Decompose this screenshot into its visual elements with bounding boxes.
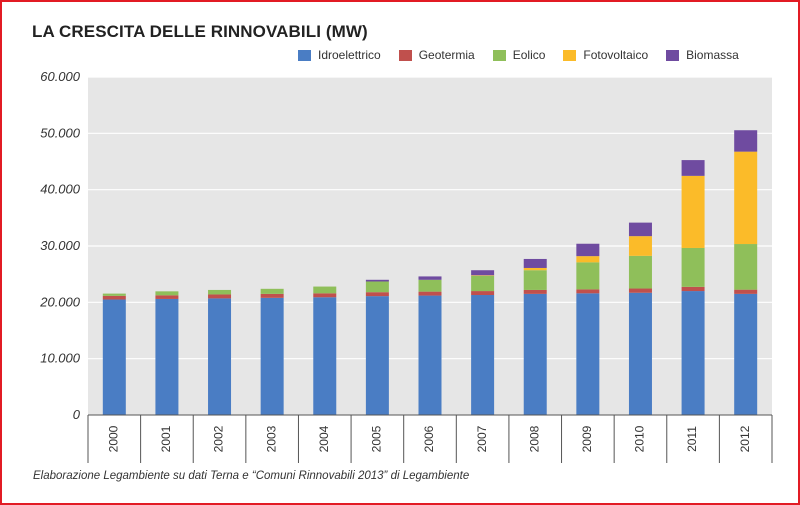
x-tick-label-2011: 2011 (685, 426, 699, 452)
legend-swatch-geotermia (398, 49, 412, 61)
bar-idroelettrico-2010 (628, 292, 652, 415)
x-tick-label-2005: 2005 (370, 425, 384, 452)
y-tick-label: 20.000 (39, 294, 81, 309)
x-tick-label-2012: 2012 (738, 425, 752, 452)
legend-item-biomassa: Biomassa (666, 48, 739, 62)
legend-swatch-idroelettrico (298, 49, 311, 61)
bar-geotermia-2002 (208, 294, 232, 299)
bar-biomassa-2011 (681, 160, 705, 176)
bar-idroelettrico-2005 (365, 296, 389, 415)
bar-fotovoltaico-2009 (576, 256, 600, 263)
bar-eolico-2008 (523, 270, 547, 290)
bar-idroelettrico-2004 (313, 297, 337, 415)
x-tick-label-2003: 2003 (264, 425, 278, 452)
bar-eolico-2005 (365, 281, 389, 293)
x-tick-label-2001: 2001 (159, 425, 173, 452)
legend-label-fotovoltaico: Fotovoltaico (583, 48, 649, 62)
legend: Idroelettrico Geotermia Eolico Fotovolta… (298, 48, 757, 62)
x-tick-label-2008: 2008 (527, 425, 541, 452)
bar-eolico-2003 (260, 288, 284, 294)
bar-idroelettrico-2003 (260, 297, 284, 415)
bar-eolico-2000 (102, 293, 126, 296)
x-tick-label-2004: 2004 (317, 425, 331, 452)
bar-geotermia-2005 (365, 292, 389, 297)
y-tick-label: 60.000 (40, 69, 81, 84)
bar-idroelettrico-2001 (155, 298, 179, 415)
legend-label-biomassa: Biomassa (686, 48, 739, 62)
bar-biomassa-2012 (734, 130, 758, 152)
bar-geotermia-2010 (628, 288, 652, 293)
bar-geotermia-2006 (418, 291, 442, 296)
bar-fotovoltaico-2010 (628, 236, 652, 256)
legend-item-geotermia: Geotermia (398, 48, 475, 62)
y-tick-label: 10.000 (40, 351, 81, 366)
bar-idroelettrico-2008 (523, 293, 547, 415)
legend-label-idroelettrico: Idroelettrico (318, 48, 381, 62)
x-tick-label-2002: 2002 (212, 425, 226, 452)
x-tick-label-2000: 2000 (106, 425, 120, 452)
legend-item-idroelettrico: Idroelettrico (298, 48, 381, 62)
bar-fotovoltaico-2012 (734, 151, 758, 245)
bar-fotovoltaico-2007 (471, 275, 495, 276)
bar-eolico-2010 (628, 255, 652, 289)
bar-eolico-2002 (208, 289, 232, 295)
bar-idroelettrico-2009 (576, 293, 600, 415)
bar-eolico-2004 (313, 286, 337, 294)
bar-biomassa-2008 (523, 258, 547, 268)
legend-swatch-biomassa (666, 49, 680, 61)
legend-label-eolico: Eolico (512, 48, 546, 62)
bar-geotermia-2011 (681, 286, 705, 292)
legend-label-geotermia: Geotermia (418, 48, 475, 62)
legend-swatch-eolico (492, 49, 506, 61)
bar-geotermia-2001 (155, 295, 179, 299)
bar-idroelettrico-2000 (102, 299, 126, 415)
bar-idroelettrico-2012 (734, 293, 758, 415)
bar-fotovoltaico-2011 (681, 175, 705, 248)
bar-geotermia-2000 (102, 295, 126, 300)
bar-biomassa-2009 (576, 243, 600, 257)
x-tick-label-2007: 2007 (475, 425, 489, 452)
bar-eolico-2007 (471, 275, 495, 292)
bar-geotermia-2003 (260, 293, 284, 298)
bar-biomassa-2005 (365, 279, 389, 282)
bar-biomassa-2006 (418, 276, 442, 280)
bar-biomassa-2010 (628, 222, 652, 237)
x-tick-label-2006: 2006 (422, 425, 436, 452)
bar-idroelettrico-2002 (208, 298, 232, 415)
bar-fotovoltaico-2008 (523, 267, 547, 271)
y-tick-label: 0 (73, 407, 81, 422)
x-tick-label-2009: 2009 (580, 425, 594, 452)
chart-title: LA CRESCITA DELLE RINNOVABILI (MW) (32, 22, 368, 41)
source-caption: Elaborazione Legambiente su dati Terna e… (33, 470, 470, 482)
y-tick-label: 30.000 (40, 238, 81, 253)
bar-eolico-2009 (576, 262, 600, 290)
legend-swatch-fotovoltaico (563, 49, 577, 61)
bar-eolico-2001 (155, 291, 179, 296)
x-tick-label-2010: 2010 (633, 425, 647, 452)
bar-idroelettrico-2006 (418, 295, 442, 415)
bar-geotermia-2007 (471, 291, 495, 296)
bar-eolico-2006 (418, 279, 442, 292)
bar-idroelettrico-2011 (681, 291, 705, 415)
bar-geotermia-2004 (313, 293, 337, 298)
bar-eolico-2011 (681, 247, 705, 287)
bar-biomassa-2007 (471, 270, 495, 276)
y-tick-label: 50.000 (40, 125, 81, 140)
bar-geotermia-2009 (576, 289, 600, 294)
legend-item-fotovoltaico: Fotovoltaico (563, 48, 648, 62)
legend-item-eolico: Eolico (492, 48, 546, 62)
bar-geotermia-2008 (523, 289, 547, 294)
bar-idroelettrico-2007 (471, 295, 495, 415)
bar-geotermia-2012 (734, 289, 758, 294)
bar-eolico-2012 (734, 244, 758, 290)
y-tick-label: 40.000 (40, 182, 81, 197)
